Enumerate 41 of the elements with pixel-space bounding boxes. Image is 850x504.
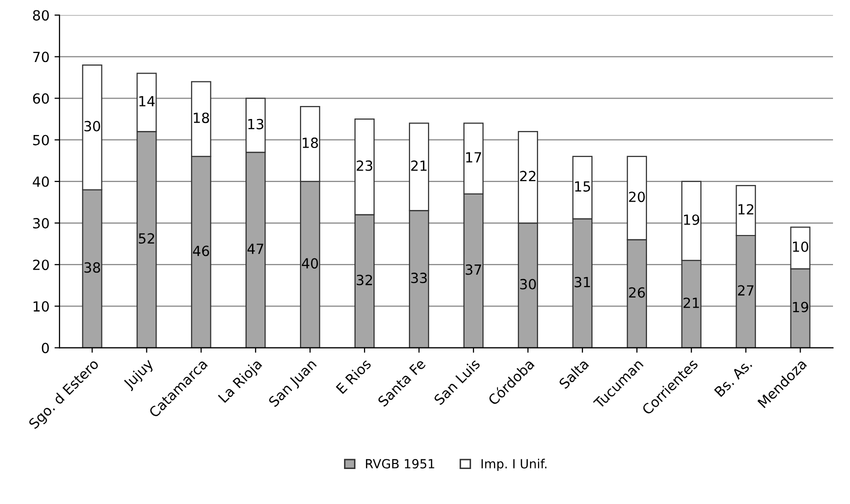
data-label: 37 — [466, 264, 482, 275]
data-label: 18 — [302, 138, 318, 148]
data-label: 33 — [411, 272, 427, 284]
data-label: 17 — [466, 152, 482, 162]
data-label: 12 — [738, 204, 754, 214]
data-label: 21 — [684, 298, 699, 308]
y-tick-label: 40 — [32, 176, 49, 187]
data-label: 52 — [138, 233, 154, 244]
data-label: 46 — [192, 246, 210, 256]
data-label: 14 — [139, 96, 155, 106]
data-label: 21 — [411, 160, 427, 171]
data-label: 32 — [356, 274, 372, 286]
y-tick-label: 10 — [34, 301, 49, 312]
y-tick-label: 0 — [42, 342, 49, 354]
y-tick-label: 60 — [33, 93, 49, 104]
data-label: 30 — [520, 278, 536, 290]
data-label: 18 — [194, 112, 210, 124]
y-tick-label: 80 — [33, 10, 49, 21]
data-label: 27 — [738, 285, 754, 296]
y-tick-label: 20 — [33, 260, 49, 270]
x-tick-label: San Luis — [433, 358, 481, 406]
legend-label: Imp. I Unif. — [482, 458, 546, 471]
x-tick-label: Bs. As. — [714, 358, 752, 398]
data-label: 40 — [302, 258, 318, 269]
y-tick-label: 30 — [33, 218, 49, 228]
y-tick-label: 70 — [33, 52, 49, 62]
data-label: 19 — [684, 214, 700, 225]
data-label: 23 — [356, 160, 372, 171]
data-label: 10 — [793, 241, 808, 252]
data-label: 38 — [84, 262, 100, 273]
data-label: 19 — [793, 302, 808, 312]
data-label: 15 — [575, 181, 590, 192]
data-label: 22 — [520, 170, 536, 182]
legend-label: RVGB 1951 — [366, 459, 434, 468]
data-label: 13 — [248, 118, 264, 130]
y-tick-label: 50 — [33, 134, 49, 146]
data-label: 31 — [574, 276, 590, 288]
data-label: 20 — [629, 192, 645, 202]
data-label: 26 — [629, 287, 645, 298]
data-label: 30 — [84, 120, 100, 132]
data-label: 47 — [247, 244, 264, 254]
